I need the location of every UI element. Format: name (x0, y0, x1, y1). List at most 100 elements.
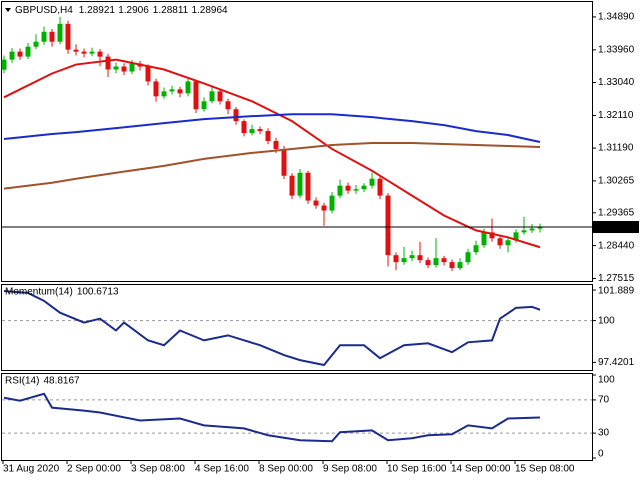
candle-body (345, 185, 351, 191)
candle-body (33, 41, 39, 47)
y-tick-label: 1.33960 (598, 45, 635, 56)
x-tick-label: 2 Sep 00:00 (67, 464, 121, 475)
candle-body (473, 245, 479, 253)
y-tick-label: 97.4201 (598, 357, 635, 368)
x-tick-label: 10 Sep 16:00 (387, 464, 447, 475)
symbol: GBPUSD,H4 (15, 5, 73, 16)
candle-body (321, 205, 327, 211)
x-tick-label: 31 Aug 2020 (3, 464, 60, 475)
candle-body (97, 51, 103, 57)
candle-body (313, 200, 319, 206)
y-tick-label: 1.27515 (598, 273, 635, 284)
candle-body (537, 227, 543, 229)
candle-body (521, 230, 527, 233)
candle-body (289, 175, 295, 196)
x-tick-label: 8 Sep 00:00 (259, 464, 313, 475)
candle-body (225, 101, 231, 110)
candle-body (177, 89, 183, 94)
candle-body (241, 121, 247, 134)
y-tick-label: 101.889 (598, 286, 635, 297)
candle-body (465, 252, 471, 263)
y-tick-label: 1.28440 (598, 240, 635, 251)
candle-body (425, 260, 431, 266)
x-tick-label: 14 Sep 00:00 (451, 464, 511, 475)
candle-body (25, 46, 31, 57)
y-tick-label: 1.31190 (598, 143, 634, 154)
candle-body (201, 101, 207, 110)
indicator-value: 48.8167 (43, 376, 80, 387)
candle-body (1, 59, 7, 70)
candle-body (193, 81, 199, 110)
moving-average (3, 141, 541, 190)
candle-body (273, 141, 279, 149)
price-label: 1.28964 (598, 222, 635, 233)
candle-body (409, 255, 415, 259)
y-tick-label: 1.29365 (598, 207, 635, 218)
candle-body (505, 240, 511, 246)
candle-body (113, 66, 119, 70)
candle-body (433, 258, 439, 266)
indicator-line (3, 289, 541, 367)
indicator-name: Momentum(14) (5, 287, 73, 298)
moving-average (3, 113, 541, 143)
close-value: 1.28964 (191, 5, 228, 16)
candle-body (249, 129, 255, 134)
candle-body (489, 232, 495, 239)
candle-body (401, 258, 407, 263)
candle-body (209, 91, 215, 102)
candle-body (145, 66, 151, 82)
candle-body (281, 148, 287, 176)
y-tick-label: 70 (598, 395, 610, 406)
main-panel (1, 1, 593, 282)
candle-body (217, 91, 223, 102)
x-tick-label: 9 Sep 08:00 (323, 464, 377, 475)
indicator-value: 100.6713 (77, 287, 119, 298)
candle-body (497, 238, 503, 246)
candle-body (105, 56, 111, 70)
candle-body (73, 49, 79, 52)
candle-body (377, 178, 383, 196)
candle-body (513, 232, 519, 241)
candle-body (185, 81, 191, 94)
candle-body (361, 185, 367, 190)
rsi-panel (1, 373, 593, 461)
candle-body (441, 258, 447, 263)
indicator-line (3, 392, 541, 443)
header: GBPUSD,H4 1.28921 1.2906 1.28811 1.28964 (15, 5, 228, 16)
high-value: 1.2906 (118, 5, 149, 16)
candle-body (353, 189, 359, 191)
y-tick-label: 0 (598, 449, 604, 460)
momentum-panel (1, 284, 593, 371)
candle-body (385, 195, 391, 256)
price-box (593, 221, 639, 234)
y-tick-label: 1.32110 (598, 110, 634, 121)
candle-body (369, 178, 375, 186)
candle-body (169, 89, 175, 92)
y-tick-label: 100 (598, 315, 615, 326)
moving-average (3, 58, 541, 249)
y-tick-label: 30 (598, 428, 610, 439)
candle-body (329, 195, 335, 211)
candle-body (81, 51, 87, 54)
y-tick-label: 1.33040 (598, 77, 635, 88)
y-tick-label: 100 (598, 375, 615, 386)
x-tick-label: 3 Sep 08:00 (131, 464, 185, 475)
candle-body (257, 129, 263, 132)
candle-body (41, 31, 47, 42)
y-tick-label: 1.34890 (598, 12, 635, 23)
candle-body (9, 51, 15, 60)
x-tick-label: 4 Sep 16:00 (195, 464, 249, 475)
dropdown-icon[interactable] (5, 8, 11, 12)
candle-body (49, 31, 55, 42)
candle-body (161, 91, 167, 97)
candle-body (57, 23, 63, 42)
candle-body (265, 131, 271, 142)
candle-body (449, 262, 455, 269)
indicator-name: RSI(14) (5, 376, 39, 387)
candle-body (457, 262, 463, 269)
candle-body (17, 51, 23, 57)
candle-body (89, 51, 95, 54)
